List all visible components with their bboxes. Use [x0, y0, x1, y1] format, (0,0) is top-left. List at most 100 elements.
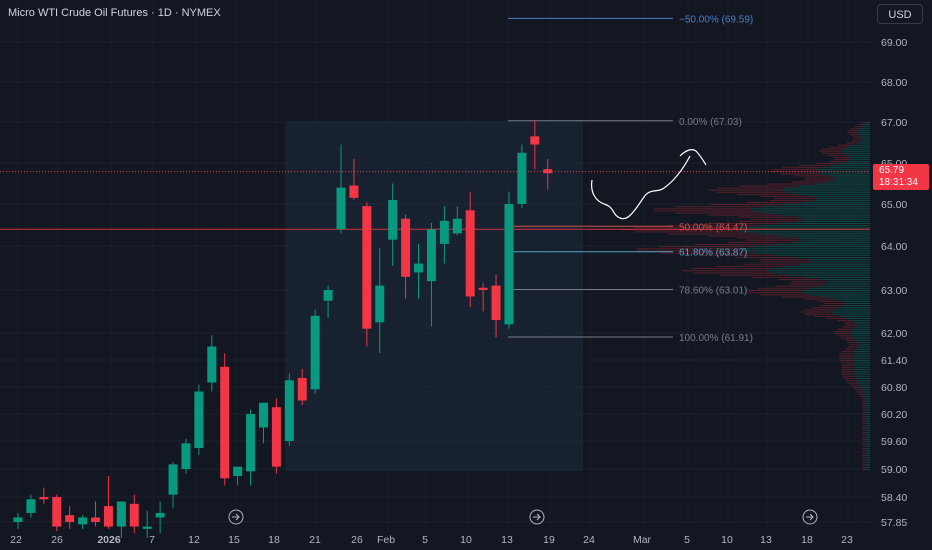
profile-row-up [801, 239, 870, 241]
event-marker-icon[interactable] [228, 509, 244, 525]
event-marker-circle [228, 509, 244, 525]
time-tick-label: 26 [351, 534, 363, 546]
candle-body [349, 185, 359, 198]
profile-row-up [772, 272, 870, 274]
profile-row-down [853, 138, 862, 140]
profile-row-up [865, 455, 870, 457]
event-marker-arrow [806, 513, 814, 521]
profile-row-up [865, 411, 870, 413]
profile-row-up [865, 441, 870, 443]
time-tick-label: Feb [377, 534, 395, 546]
profile-row-down [760, 195, 810, 197]
event-marker-icon[interactable] [529, 509, 545, 525]
profile-row-up [865, 469, 870, 471]
candle-body [504, 204, 514, 325]
price-tick-label: 62.00 [881, 328, 907, 340]
profile-row-up [865, 436, 870, 438]
candle-body [388, 199, 398, 240]
profile-row-up [865, 464, 870, 466]
drawn-forecast-path[interactable] [591, 155, 691, 220]
profile-row-down [710, 204, 783, 206]
profile-row-up [808, 287, 870, 289]
candle-body [375, 285, 385, 323]
fib-label: −50.00% (69.59) [679, 14, 753, 25]
profile-row-down [852, 387, 861, 389]
profile-row-up [865, 418, 870, 420]
profile-row-up [855, 378, 870, 380]
profile-row-down [850, 128, 860, 130]
profile-row-up [859, 128, 870, 130]
candle-body [129, 503, 139, 527]
profile-row-up [865, 409, 870, 411]
profile-row-down [739, 185, 799, 187]
time-tick-label: 7 [149, 534, 155, 546]
profile-row-down [728, 241, 793, 243]
event-marker-icon[interactable] [802, 509, 818, 525]
profile-row-up [797, 216, 870, 218]
profile-row-down [862, 405, 866, 407]
profile-row-down [862, 457, 866, 459]
profile-row-down [707, 222, 781, 224]
profile-row-down [621, 229, 734, 231]
time-tick-label: 22 [10, 534, 22, 546]
profile-row-up [854, 326, 870, 328]
profile-row-up [741, 248, 870, 250]
profile-row-down [737, 193, 798, 195]
drawn-forecast-arrowhead [679, 149, 707, 166]
profile-row-down [636, 248, 742, 250]
profile-row-up [797, 193, 870, 195]
profile-row-down [773, 197, 818, 199]
profile-row-up [785, 187, 870, 189]
profile-row-down [862, 455, 866, 457]
profile-row-up [733, 229, 870, 231]
profile-row-down [682, 270, 767, 272]
profile-row-down [862, 432, 866, 434]
profile-row-up [863, 124, 870, 126]
profile-row-up [853, 357, 870, 359]
profile-row-down [708, 189, 782, 191]
time-tick-label: 2026 [97, 534, 121, 546]
time-tick-label: 21 [309, 534, 321, 546]
profile-row-up [865, 414, 870, 416]
profile-row-down [666, 225, 759, 227]
profile-row-down [847, 346, 858, 348]
profile-row-up [741, 250, 870, 252]
fibonacci-retracement: −50.00% (69.59) 0.00% (67.03) 50.00% (64.4… [508, 14, 753, 344]
profile-row-up [862, 391, 870, 393]
profile-row-up [802, 290, 870, 292]
profile-row-up [802, 292, 870, 294]
profile-row-up [854, 351, 870, 353]
profile-row-down [698, 254, 776, 256]
currency-button[interactable]: USD [877, 4, 923, 24]
profile-row-down [760, 261, 810, 263]
profile-row-up [831, 311, 870, 313]
profile-row-down [775, 285, 818, 287]
candle-body [297, 378, 307, 401]
profile-row-up [854, 373, 870, 375]
profile-row-up [865, 122, 870, 124]
chart-title: Micro WTI Crude Oil Futures · 1D · NYMEX [8, 7, 221, 19]
profile-row-up [853, 353, 870, 355]
profile-row-up [832, 298, 870, 300]
profile-row-down [862, 450, 866, 452]
profile-row-down [841, 364, 855, 366]
profile-row-down [737, 237, 798, 239]
event-markers [228, 509, 818, 525]
profile-row-down [845, 348, 857, 350]
profile-row-up [827, 281, 870, 283]
profile-row-down [772, 171, 817, 173]
profile-row-down [834, 158, 851, 160]
profile-row-up [856, 348, 870, 350]
profile-row-down [854, 389, 862, 391]
profile-row-up [780, 222, 870, 224]
profile-row-down [854, 126, 862, 128]
profile-row-down [862, 411, 866, 413]
profile-row-down [842, 375, 855, 377]
profile-row-down [772, 169, 817, 171]
profile-row-down [862, 427, 866, 429]
profile-row-down [862, 416, 866, 418]
profile-row-down [821, 152, 844, 154]
profile-row-up [786, 274, 870, 276]
profile-row-up [781, 189, 870, 191]
